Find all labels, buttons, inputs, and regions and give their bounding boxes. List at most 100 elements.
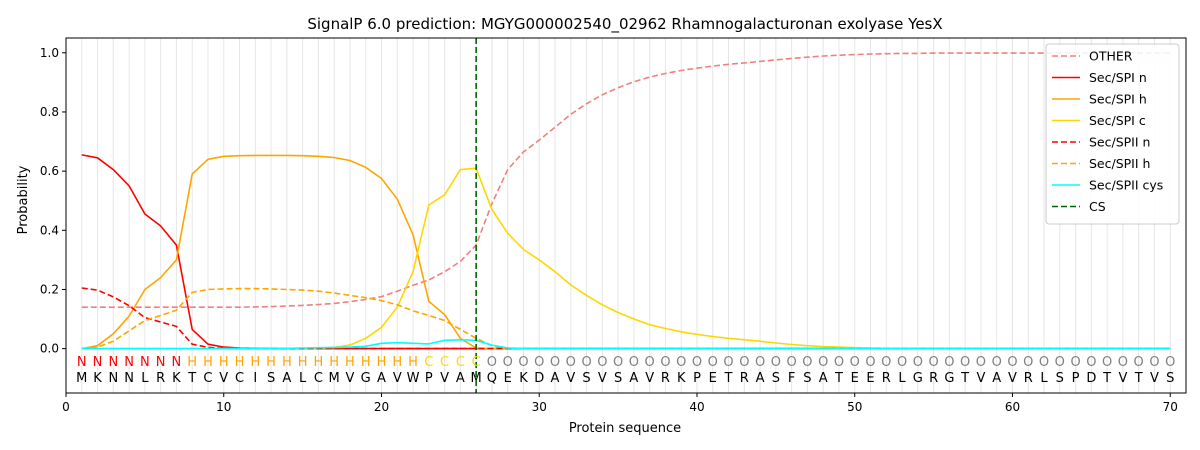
x-tick-label: 30	[532, 400, 547, 414]
annotation-label: O	[1149, 355, 1159, 370]
sequence-letter: V	[440, 371, 449, 386]
annotation-label: O	[944, 355, 954, 370]
sequence-letter: V	[598, 371, 607, 386]
annotation-label: O	[787, 355, 797, 370]
annotation-label: O	[834, 355, 844, 370]
sequence-letter: E	[709, 371, 717, 386]
y-tick-label: 0.0	[40, 342, 59, 356]
sequence-letter: V	[1150, 371, 1159, 386]
sequence-letter: R	[882, 371, 891, 386]
annotation-label: H	[187, 355, 197, 370]
series-line-other	[81, 52, 1171, 309]
annotation-label: O	[1134, 355, 1144, 370]
legend-label: Sec/SPII h	[1089, 156, 1150, 171]
annotation-label: O	[976, 355, 986, 370]
annotation-label: O	[960, 355, 970, 370]
sequence-letter: I	[253, 371, 257, 386]
sequence-letter: V	[645, 371, 654, 386]
annotation-label: O	[1070, 355, 1080, 370]
y-axis-ticks: 0.0 0.2 0.4 0.6 0.8 1.0	[40, 46, 66, 356]
chart-title: SignalP 6.0 prediction: MGYG000002540_02…	[307, 15, 942, 34]
sequence-letter: Q	[487, 371, 497, 386]
annotation-label: H	[282, 355, 292, 370]
sequence-letter: P	[693, 371, 701, 386]
sequence-letter: A	[992, 371, 1001, 386]
x-tick-label: 70	[1163, 400, 1178, 414]
sequence-letter: S	[1166, 371, 1174, 386]
annotation-label: O	[534, 355, 544, 370]
y-tick-label: 1.0	[40, 46, 59, 60]
plot-frame	[65, 37, 1187, 394]
annotation-label: O	[771, 355, 781, 370]
annotation-label: O	[755, 355, 765, 370]
annotation-label: O	[708, 355, 718, 370]
annotation-label: O	[1023, 355, 1033, 370]
x-tick-label: 60	[1005, 400, 1020, 414]
sequence-letter: T	[960, 371, 969, 386]
sequence-letter: V	[393, 371, 402, 386]
annotation-label: H	[377, 355, 387, 370]
annotation-label: O	[503, 355, 513, 370]
y-tick-label: 0.2	[40, 282, 59, 296]
series-line-sec-spii-cys	[81, 338, 1171, 350]
annotation-label: O	[1165, 355, 1175, 370]
sequence-letter: G	[361, 371, 371, 386]
sequence-letter: R	[1024, 371, 1033, 386]
sequence-letter: A	[282, 371, 291, 386]
annotation-label: N	[172, 355, 182, 370]
annotation-label: C	[440, 355, 449, 370]
series-line-sec-spi-n	[81, 154, 1171, 350]
x-tick-label: 10	[216, 400, 231, 414]
sequence-letter: A	[819, 371, 828, 386]
sequence-letter: K	[677, 371, 686, 386]
annotation-label: H	[345, 355, 355, 370]
x-tick-label: 40	[689, 400, 704, 414]
sequence-letter: P	[1072, 371, 1080, 386]
sequence-letter: R	[929, 371, 938, 386]
annotation-label: O	[660, 355, 670, 370]
annotation-label: O	[897, 355, 907, 370]
annotation-label: N	[77, 355, 87, 370]
annotation-label: H	[298, 355, 308, 370]
sequence-letter: D	[534, 371, 544, 386]
annotation-label: N	[124, 355, 134, 370]
sequence-letter: L	[141, 371, 149, 386]
sequence-letter: V	[566, 371, 575, 386]
legend-label: Sec/SPII n	[1089, 135, 1150, 150]
sequence-letter: P	[425, 371, 433, 386]
annotation-label: O	[629, 355, 639, 370]
annotation-label: C	[472, 355, 481, 370]
annotation-label: O	[928, 355, 938, 370]
sequence-letter: M	[329, 371, 340, 386]
sequence-letter: K	[519, 371, 528, 386]
sequence-letter: K	[93, 371, 102, 386]
sequence-letter: S	[1056, 371, 1064, 386]
annotation-label: O	[645, 355, 655, 370]
sequence-letter: L	[898, 371, 906, 386]
sequence-letter: E	[851, 371, 859, 386]
annotation-label: C	[456, 355, 465, 370]
annotation-label: O	[1007, 355, 1017, 370]
annotation-label: O	[1039, 355, 1049, 370]
x-tick-label: 0	[62, 400, 70, 414]
sequence-letter: F	[788, 371, 795, 386]
sequence-letter: N	[124, 371, 134, 386]
series-line-sec-spi-h	[81, 154, 1171, 350]
annotation-label: O	[518, 355, 528, 370]
x-axis-label: Protein sequence	[569, 421, 681, 436]
sequence-letter: A	[456, 371, 465, 386]
sequence-letter: A	[629, 371, 638, 386]
sequence-letter: M	[471, 371, 482, 386]
y-tick-label: 0.6	[40, 164, 59, 178]
sequence-letter: A	[756, 371, 765, 386]
sequence-letter: M	[76, 371, 87, 386]
annotation-label: H	[314, 355, 324, 370]
series-layer	[81, 52, 1171, 350]
annotation-label: O	[676, 355, 686, 370]
annotation-label: O	[802, 355, 812, 370]
annotation-label: H	[392, 355, 402, 370]
sequence-letter: L	[299, 371, 307, 386]
sequence-letter: T	[1134, 371, 1143, 386]
annotation-label: O	[597, 355, 607, 370]
